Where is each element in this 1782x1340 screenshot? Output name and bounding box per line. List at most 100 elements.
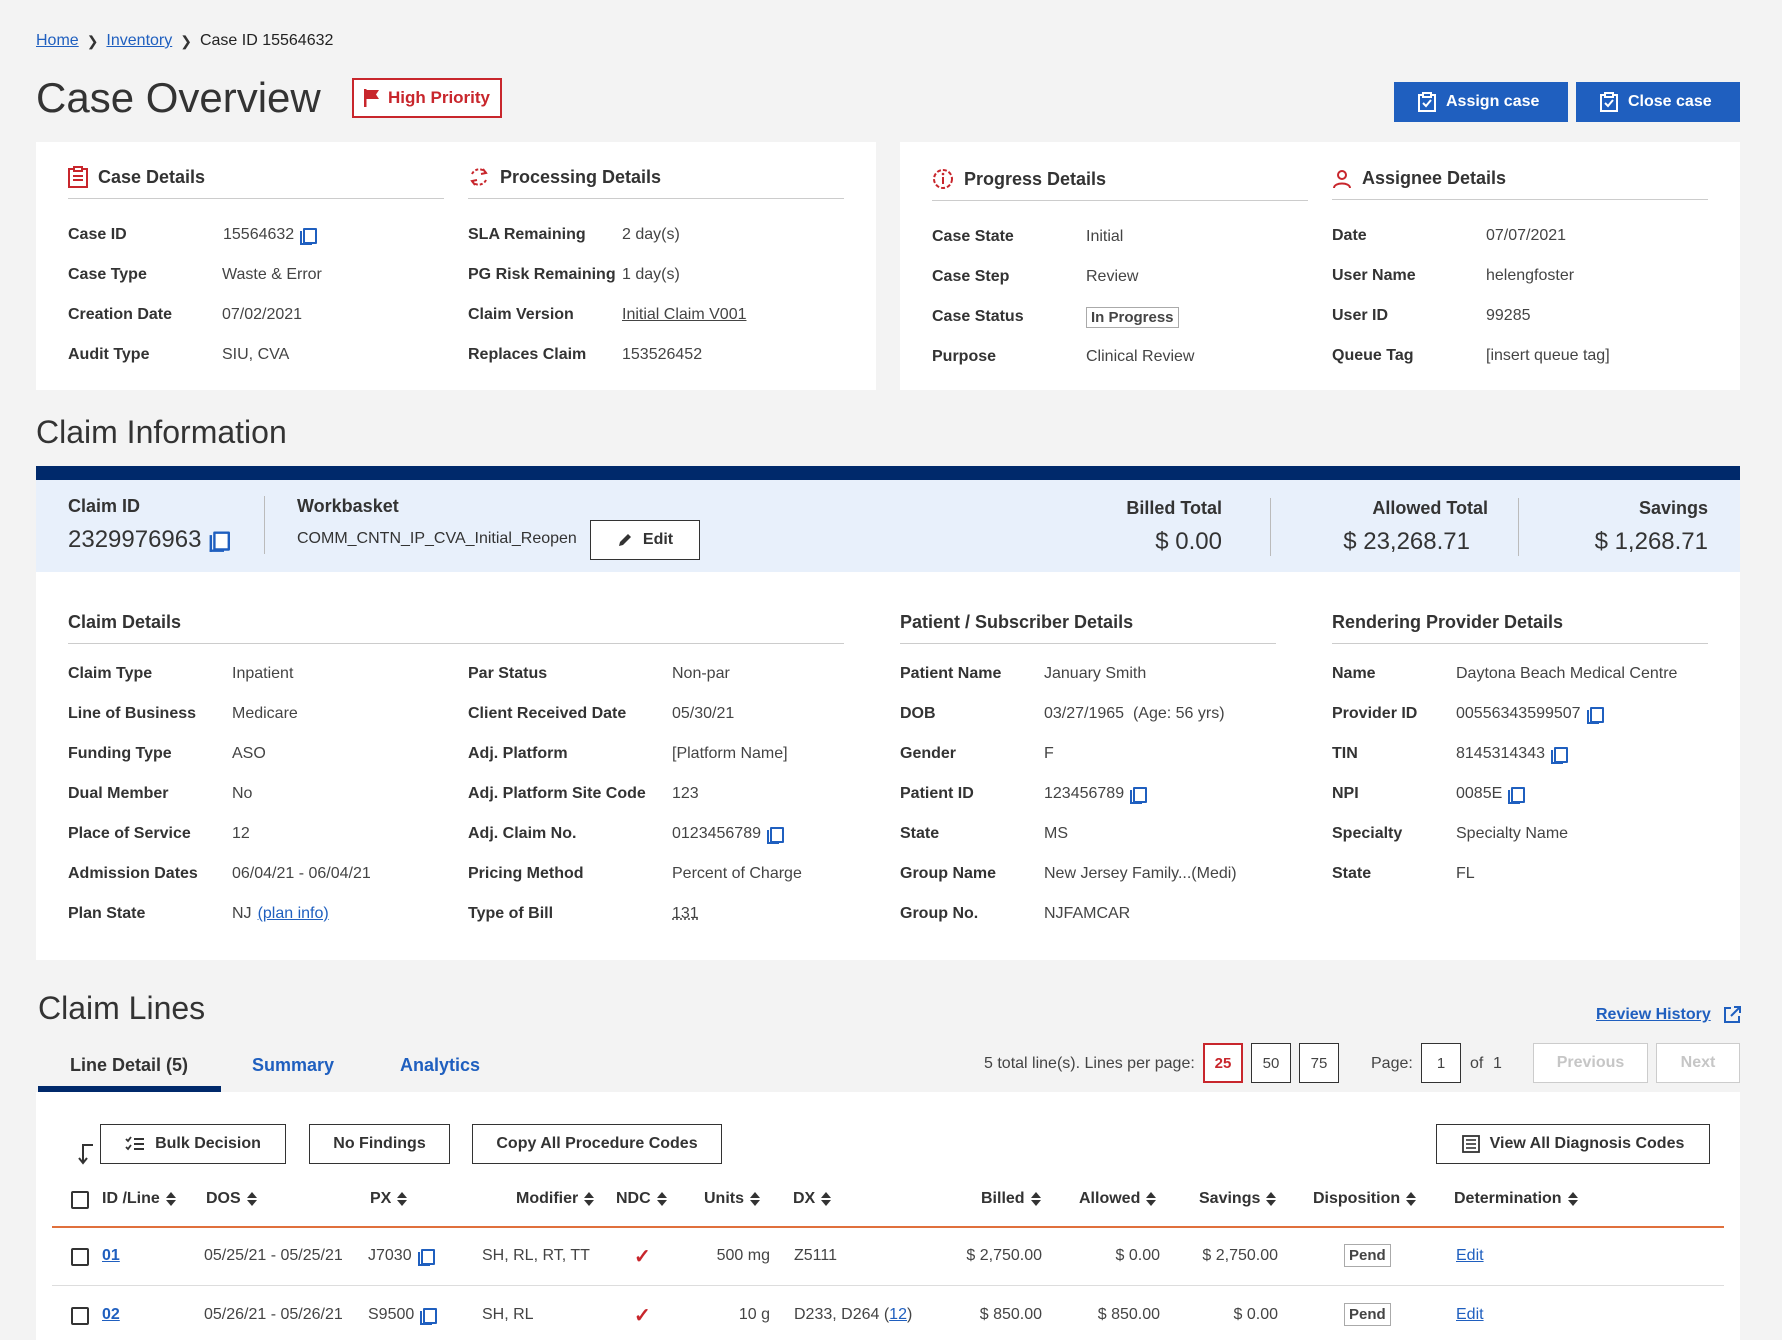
previous-button[interactable]: Previous (1533, 1043, 1648, 1083)
provider-details-section: Rendering Provider Details (1332, 612, 1708, 644)
total-lines-text: 5 total line(s). Lines per page: (984, 1055, 1195, 1072)
table-cell-units: 500 mg (716, 1247, 770, 1264)
patient-details-list: Patient Name January Smith DOB 03/27/1965 … (900, 665, 1237, 922)
row-checkbox[interactable] (71, 1307, 89, 1325)
table-cell-dx: Z5111 (794, 1247, 837, 1264)
claim-details-right: Par Status Non-par Client Received Date 05… (468, 665, 802, 922)
per-page-75[interactable]: 75 (1299, 1043, 1339, 1083)
table-cell-allowed: $ 0.00 (1115, 1247, 1160, 1264)
determination-edit-link[interactable]: Edit (1456, 1306, 1484, 1323)
page-label: Page: (1371, 1055, 1413, 1072)
priority-label: High Priority (388, 88, 491, 107)
col-disposition[interactable]: Disposition (1313, 1190, 1417, 1208)
select-all-checkbox[interactable] (71, 1191, 89, 1209)
bulk-decision-button[interactable]: Bulk Decision (100, 1124, 286, 1164)
copy-icon[interactable] (417, 1248, 435, 1266)
col-px[interactable]: PX (370, 1190, 408, 1208)
status-badge: In Progress (1086, 306, 1179, 328)
col-units[interactable]: Units (704, 1190, 760, 1208)
review-history-link[interactable]: Review History (1596, 1006, 1741, 1024)
allowed-total: $ 23,268.71 (1343, 528, 1470, 555)
checkmark-icon: ✓ (634, 1246, 651, 1268)
table-cell-modifier: SH, RL, RT, TT (482, 1247, 590, 1264)
table-cell-billed: $ 2,750.00 (966, 1247, 1042, 1264)
tab-summary[interactable]: Summary (252, 1055, 335, 1075)
col-modifier[interactable]: Modifier (516, 1190, 595, 1208)
copy-icon[interactable] (1586, 706, 1604, 724)
type-of-bill-link[interactable]: 131 (672, 905, 699, 922)
assign-case-button[interactable]: Assign case (1394, 82, 1568, 122)
checklist-icon (125, 1136, 145, 1151)
savings-total: $ 1,268.71 (1594, 528, 1708, 555)
col-ndc[interactable]: NDC (616, 1190, 667, 1208)
chevron-right-icon: ❯ (180, 32, 192, 49)
per-page-50[interactable]: 50 (1251, 1043, 1291, 1083)
page-input[interactable]: 1 (1421, 1043, 1461, 1083)
clipboard-list-icon (68, 166, 88, 188)
list-icon (1461, 1135, 1480, 1153)
copy-icon[interactable] (1508, 786, 1526, 804)
copy-procedure-codes-button[interactable]: Copy All Procedure Codes (472, 1124, 722, 1164)
edit-workbasket-button[interactable]: Edit (590, 520, 700, 560)
col-allowed[interactable]: Allowed (1079, 1190, 1157, 1208)
claim-version-link[interactable]: Initial Claim V001 (622, 306, 747, 323)
plan-info-link[interactable]: (plan info) (257, 905, 329, 922)
priority-badge: High Priority (352, 78, 503, 118)
claim-details-left: Claim Type Inpatient Line of Business Medi… (68, 665, 371, 922)
copy-icon[interactable] (210, 531, 231, 552)
close-case-button[interactable]: Close case (1576, 82, 1740, 122)
copy-icon[interactable] (1550, 746, 1568, 764)
checkmark-icon: ✓ (634, 1305, 651, 1327)
workbasket-value: COMM_CNTN_IP_CVA_Initial_Reopen (297, 530, 577, 547)
col-savings[interactable]: Savings (1199, 1190, 1277, 1208)
dx-more-link[interactable]: 12 (889, 1306, 907, 1323)
claim-details-section: Claim Details (68, 612, 844, 644)
copy-icon[interactable] (1130, 786, 1148, 804)
tab-analytics[interactable]: Analytics (400, 1055, 481, 1075)
table-cell-allowed: $ 850.00 (1097, 1306, 1160, 1323)
col-billed[interactable]: Billed (981, 1190, 1041, 1208)
table-header-divider (52, 1226, 1724, 1228)
table-cell-dos: 05/25/21 - 05/25/21 (204, 1247, 343, 1264)
assignee-details-section: Assignee Details Date 07/07/2021 User Nam… (1332, 168, 1708, 376)
breadcrumb-inventory-link[interactable]: Inventory (106, 32, 173, 49)
sort-icon (821, 1192, 832, 1206)
patient-details-section: Patient / Subscriber Details (900, 612, 1276, 644)
arrow-corner-down-icon (78, 1144, 93, 1165)
sort-icon (656, 1192, 667, 1206)
view-diagnosis-codes-button[interactable]: View All Diagnosis Codes (1436, 1124, 1710, 1164)
per-page-25[interactable]: 25 (1203, 1043, 1243, 1083)
sort-icon (750, 1192, 760, 1206)
col-determination[interactable]: Determination (1454, 1190, 1578, 1208)
pencil-icon (618, 534, 631, 546)
table-cell-dos: 05/26/21 - 05/26/21 (204, 1306, 343, 1323)
copy-icon[interactable] (300, 227, 318, 245)
col-id-line[interactable]: ID /Line (102, 1190, 176, 1208)
breadcrumb-current: Case ID 15564632 (199, 32, 334, 49)
table-cell-units: 10 g (738, 1306, 770, 1323)
claim-summary: Claim ID 2329976963 Workbasket COMM_CNTN… (36, 480, 1740, 572)
sort-icon (165, 1192, 176, 1206)
copy-icon[interactable] (766, 826, 784, 844)
copy-icon[interactable] (420, 1307, 438, 1325)
disposition-badge: Pend (1344, 1303, 1391, 1326)
tab-line-detail[interactable]: Line Detail (5) (70, 1055, 189, 1075)
next-button[interactable]: Next (1656, 1043, 1740, 1083)
progress-card (900, 142, 1740, 390)
line-id-link[interactable]: 01 (102, 1247, 120, 1264)
claim-topbar (36, 466, 1740, 480)
case-card (36, 142, 876, 390)
provider-details-list: Name Daytona Beach Medical Centre Provide… (1332, 665, 1678, 882)
row-checkbox[interactable] (71, 1248, 89, 1266)
info-circle-icon (932, 168, 954, 190)
table-cell-modifier: SH, RL (482, 1306, 534, 1323)
col-dos[interactable]: DOS (206, 1190, 257, 1208)
disposition-badge: Pend (1344, 1244, 1391, 1267)
flag-icon (364, 89, 379, 107)
no-findings-button[interactable]: No Findings (309, 1124, 450, 1164)
user-icon (1332, 169, 1352, 189)
determination-edit-link[interactable]: Edit (1456, 1247, 1484, 1264)
col-dx[interactable]: DX (793, 1190, 832, 1208)
line-id-link[interactable]: 02 (102, 1306, 120, 1323)
breadcrumb-home-link[interactable]: Home (36, 32, 79, 49)
